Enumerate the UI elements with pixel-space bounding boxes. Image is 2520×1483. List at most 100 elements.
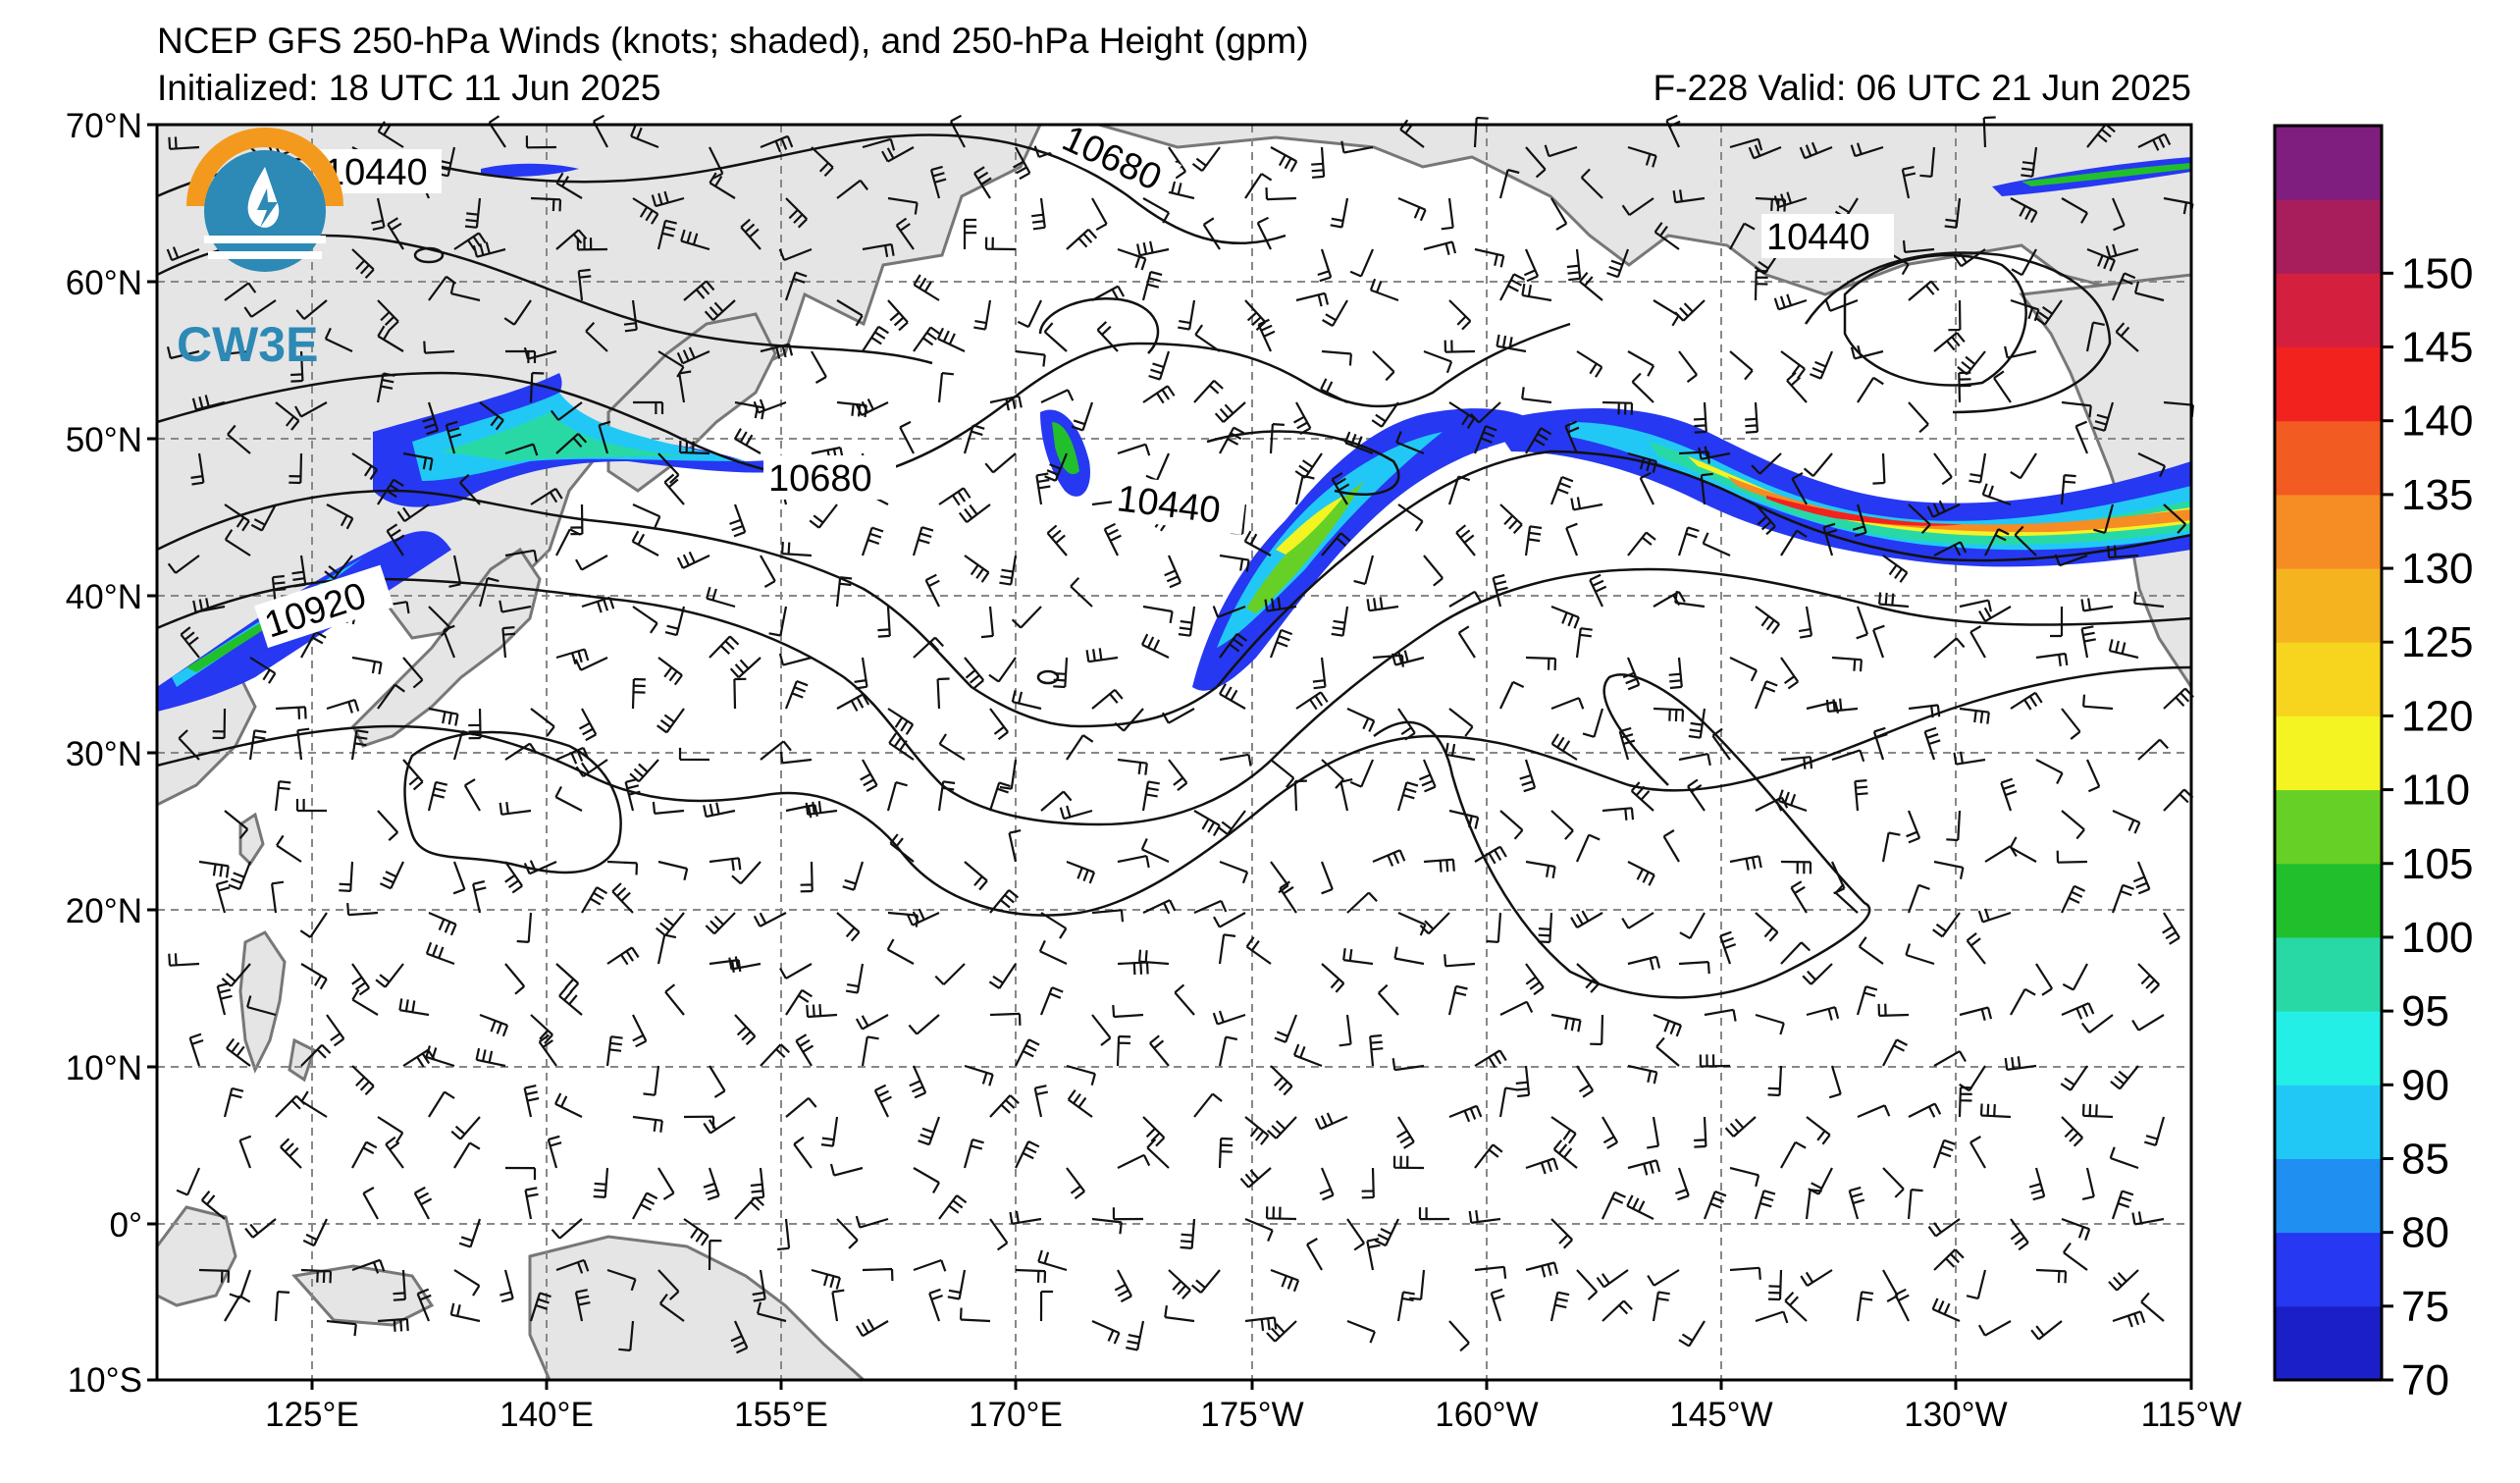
- wind-barb: [1474, 1049, 1507, 1068]
- wind-barb: [1784, 1291, 1808, 1322]
- wind-barb: [1601, 1116, 1619, 1149]
- wind-barb: [1444, 954, 1476, 968]
- wind-barb: [554, 785, 583, 812]
- wind-barb: [1091, 1014, 1112, 1046]
- wind-barb: [290, 350, 304, 383]
- wind-barb: [1678, 961, 1710, 975]
- wind-barb: [1274, 1014, 1298, 1043]
- wind-barb: [1618, 726, 1636, 761]
- wind-barb: [2086, 123, 2116, 148]
- wind-barb: [1755, 503, 1776, 536]
- wind-barb: [1202, 217, 1221, 250]
- wind-barb: [302, 1218, 328, 1247]
- wind-barb: [2074, 420, 2089, 454]
- wind-barb: [678, 747, 710, 762]
- wind-barb: [1180, 1218, 1196, 1249]
- wind-barb: [1353, 555, 1375, 586]
- wind-barb: [1264, 597, 1297, 612]
- wind-barb: [1219, 632, 1248, 659]
- wind-barb: [180, 626, 200, 659]
- wind-barb: [1872, 452, 1886, 485]
- wind-barb: [479, 401, 504, 431]
- wind-barb: [413, 1186, 433, 1220]
- wind-barb: [2085, 759, 2101, 793]
- wind-barb: [1174, 983, 1195, 1016]
- wind-barb: [1576, 963, 1601, 993]
- wind-barb: [2030, 1320, 2063, 1341]
- wind-barb: [538, 1033, 557, 1067]
- wind-barb: [1565, 522, 1579, 556]
- wind-barb: [2021, 146, 2038, 178]
- wind-barb: [2035, 759, 2064, 785]
- wind-barb: [683, 280, 715, 301]
- wind-barb: [678, 440, 710, 455]
- wind-barb: [1946, 810, 1962, 842]
- wind-barb: [1142, 1116, 1166, 1147]
- wind-barb: [1117, 1153, 1151, 1169]
- wind-barb: [913, 326, 941, 352]
- wind-barb: [2010, 452, 2037, 480]
- wind-barb: [1993, 370, 2012, 403]
- wind-barb: [300, 1090, 328, 1118]
- wind-barb: [1372, 350, 1395, 382]
- wind-barb: [779, 963, 813, 980]
- wind-barb: [657, 452, 680, 484]
- wind-barb: [475, 1047, 506, 1068]
- wind-barb: [428, 1090, 455, 1118]
- wind-barb: [1136, 240, 1170, 257]
- wind-barb: [228, 861, 252, 891]
- wind-barb: [1674, 590, 1706, 609]
- wind-barb: [1822, 522, 1838, 556]
- wind-barb: [1340, 140, 1374, 154]
- colorbar-tick-label: 110: [2401, 767, 2470, 815]
- wind-barb: [166, 246, 200, 262]
- wind-barb: [275, 401, 300, 431]
- wind-barb: [226, 1037, 251, 1067]
- wind-barb: [1418, 759, 1437, 793]
- wind-barb: [523, 860, 557, 875]
- wind-barb: [2137, 132, 2172, 151]
- wind-barb: [453, 1141, 481, 1169]
- wind-barb: [350, 729, 369, 761]
- wind-barb: [899, 420, 915, 454]
- longitude-ticks: [310, 1380, 2193, 1390]
- wind-barb: [1397, 911, 1427, 936]
- wind-barb: [547, 1135, 562, 1169]
- wind-barb: [1269, 423, 1285, 454]
- wind-barb: [1959, 1006, 1993, 1021]
- wind-barb: [351, 1140, 378, 1169]
- wind-barb: [1219, 426, 1245, 454]
- wind-barb: [1470, 401, 1501, 424]
- wind-barb: [1652, 1291, 1670, 1322]
- cw3e-logo-icon: CW3E: [177, 128, 343, 372]
- wind-barb: [2137, 963, 2160, 994]
- wind-barb: [855, 1215, 889, 1229]
- wind-barb: [427, 780, 448, 812]
- wind-barb: [1550, 1218, 1573, 1249]
- wind-barb: [1654, 222, 1680, 250]
- wind-barb: [2062, 963, 2088, 991]
- wind-barb: [1653, 1013, 1683, 1037]
- wind-barb: [530, 1014, 553, 1044]
- wind-barb: [479, 1013, 509, 1037]
- wind-barb: [499, 801, 532, 816]
- wind-barb: [964, 657, 985, 689]
- wind-barb: [200, 1191, 226, 1220]
- wind-barb: [734, 428, 761, 454]
- wind-barb: [606, 1268, 637, 1292]
- height-contours: [156, 133, 2192, 999]
- wind-barb: [1066, 860, 1096, 884]
- wind-barb: [1957, 350, 1986, 376]
- wind-barb: [1745, 401, 1759, 434]
- wind-barb: [300, 630, 327, 659]
- wind-barb: [1008, 829, 1022, 863]
- wind-barb: [1066, 1064, 1096, 1086]
- wind-barb: [216, 981, 233, 1016]
- wind-barb: [632, 1115, 663, 1133]
- wind-barb: [2112, 1310, 2146, 1328]
- wind-barb: [1396, 1291, 1415, 1322]
- wind-barb: [218, 343, 251, 356]
- wind-barb: [1919, 146, 1936, 178]
- wind-barb: [1397, 708, 1416, 741]
- wind-barb: [664, 983, 685, 1016]
